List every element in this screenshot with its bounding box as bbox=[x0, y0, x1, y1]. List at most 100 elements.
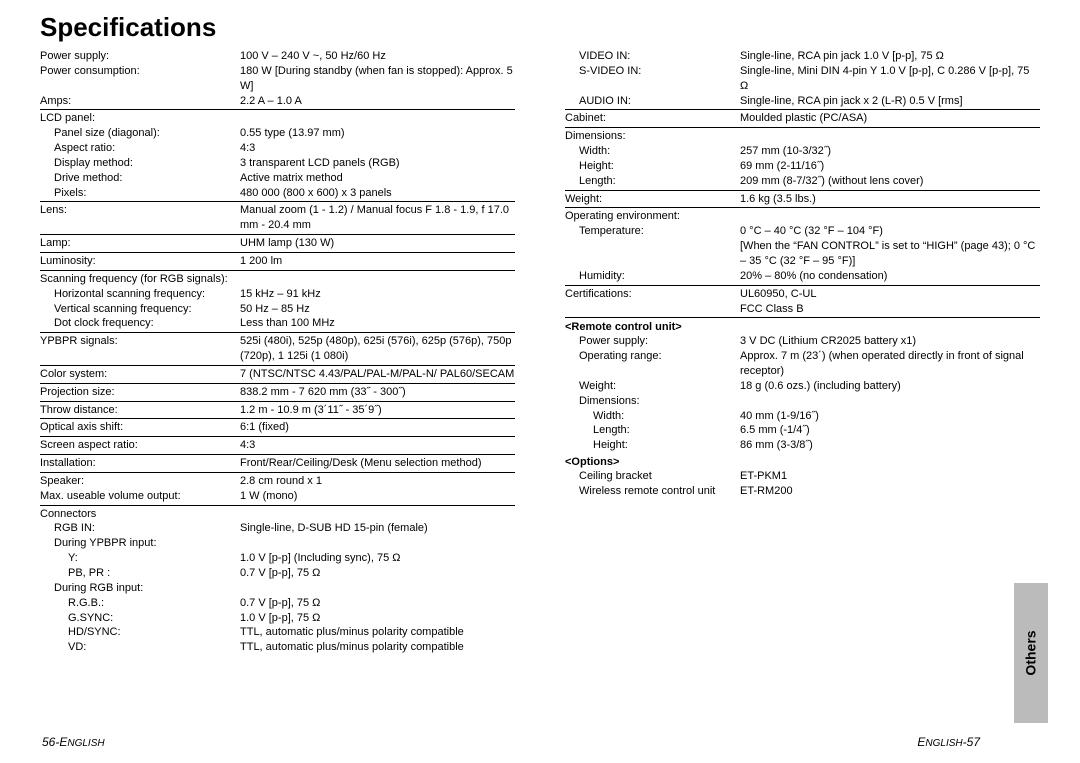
spec-value: 1.2 m - 10.9 m (3´11˝ - 35´9˝) bbox=[240, 403, 515, 418]
spec-value: 1.0 V [p-p], 75 Ω bbox=[240, 611, 515, 626]
spec-row: During YPBPR input: bbox=[40, 536, 515, 551]
spec-value: TTL, automatic plus/minus polarity compa… bbox=[240, 640, 515, 655]
spec-value: 40 mm (1-9/16˝) bbox=[740, 409, 1040, 424]
spec-row: Amps:2.2 A – 1.0 A bbox=[40, 94, 515, 109]
spec-label: PB, PR : bbox=[40, 566, 240, 581]
spec-row: Drive method:Active matrix method bbox=[40, 171, 515, 186]
spec-row: Cabinet:Moulded plastic (PC/ASA) bbox=[565, 111, 1040, 126]
spec-row: Optical axis shift:6:1 (fixed) bbox=[40, 420, 515, 435]
spec-label: Installation: bbox=[40, 456, 240, 471]
spec-row: LCD panel: bbox=[40, 111, 515, 126]
spec-label: Certifications: bbox=[565, 287, 740, 302]
spec-row: Speaker:2.8 cm round x 1 bbox=[40, 474, 515, 489]
spec-row: Power supply:3 V DC (Lithium CR2025 batt… bbox=[565, 334, 1040, 349]
spec-label: Length: bbox=[565, 174, 740, 189]
spec-row: Vertical scanning frequency:50 Hz – 85 H… bbox=[40, 302, 515, 317]
spec-label: Power supply: bbox=[40, 49, 240, 64]
divider bbox=[565, 317, 1040, 318]
spec-row: Wireless remote control unitET-RM200 bbox=[565, 484, 1040, 499]
spec-label: Speaker: bbox=[40, 474, 240, 489]
spec-row: Max. useable volume output:1 W (mono) bbox=[40, 489, 515, 504]
spec-row: R.G.B.:0.7 V [p-p], 75 Ω bbox=[40, 596, 515, 611]
options-header: <Options> bbox=[565, 456, 1040, 468]
spec-label: Max. useable volume output: bbox=[40, 489, 240, 504]
spec-row: Luminosity:1 200 lm bbox=[40, 254, 515, 269]
spec-label: Screen aspect ratio: bbox=[40, 438, 240, 453]
spec-value: 7 (NTSC/NTSC 4.43/PAL/PAL-M/PAL-N/ PAL60… bbox=[240, 367, 515, 382]
divider bbox=[40, 234, 515, 235]
spec-value: 0.55 type (13.97 mm) bbox=[240, 126, 515, 141]
spec-row: Length:6.5 mm (-1/4˝) bbox=[565, 423, 1040, 438]
divider bbox=[565, 109, 1040, 110]
spec-label: Color system: bbox=[40, 367, 240, 382]
spec-label: Lamp: bbox=[40, 236, 240, 251]
spec-value: 0 °C – 40 °C (32 °F – 104 °F) [When the … bbox=[740, 224, 1040, 269]
divider bbox=[565, 190, 1040, 191]
divider bbox=[40, 454, 515, 455]
spec-value: UL60950, C-UL FCC Class B bbox=[740, 287, 1040, 317]
side-tab-others: Others bbox=[1014, 583, 1048, 723]
spec-row: Throw distance:1.2 m - 10.9 m (3´11˝ - 3… bbox=[40, 403, 515, 418]
spec-label: Length: bbox=[565, 423, 740, 438]
spec-value: 209 mm (8-7/32˝) (without lens cover) bbox=[740, 174, 1040, 189]
page-footer-right: ENGLISH-57 bbox=[917, 735, 980, 749]
spec-value: ET-PKM1 bbox=[740, 469, 1040, 484]
spec-row: Operating range:Approx. 7 m (23´) (when … bbox=[565, 349, 1040, 379]
spec-row: Weight:18 g (0.6 ozs.) (including batter… bbox=[565, 379, 1040, 394]
divider bbox=[40, 365, 515, 366]
spec-label: AUDIO IN: bbox=[565, 94, 740, 109]
spec-label: Pixels: bbox=[40, 186, 240, 201]
spec-label: HD/SYNC: bbox=[40, 625, 240, 640]
spec-label: Humidity: bbox=[565, 269, 740, 284]
spec-row: Y:1.0 V [p-p] (Including sync), 75 Ω bbox=[40, 551, 515, 566]
spec-label: Optical axis shift: bbox=[40, 420, 240, 435]
spec-value: 1 200 lm bbox=[240, 254, 515, 269]
spec-label: Connectors bbox=[40, 507, 240, 522]
spec-label: Scanning frequency (for RGB signals): bbox=[40, 272, 240, 287]
spec-value: TTL, automatic plus/minus polarity compa… bbox=[240, 625, 515, 640]
spec-value: 480 000 (800 x 600) x 3 panels bbox=[240, 186, 515, 201]
spec-value: 4:3 bbox=[240, 141, 515, 156]
spec-row: VD:TTL, automatic plus/minus polarity co… bbox=[40, 640, 515, 655]
spec-value: 1.6 kg (3.5 lbs.) bbox=[740, 192, 1040, 207]
spec-label: Projection size: bbox=[40, 385, 240, 400]
spec-value: Single-line, D-SUB HD 15-pin (female) bbox=[240, 521, 515, 536]
spec-label: VIDEO IN: bbox=[565, 49, 740, 64]
spec-value: 69 mm (2-11/16˝) bbox=[740, 159, 1040, 174]
spec-value: 86 mm (3-3/8˝) bbox=[740, 438, 1040, 453]
divider bbox=[40, 401, 515, 402]
spec-label: Weight: bbox=[565, 379, 740, 394]
spec-label: Dot clock frequency: bbox=[40, 316, 240, 331]
spec-value: Approx. 7 m (23´) (when operated directl… bbox=[740, 349, 1040, 379]
divider bbox=[40, 383, 515, 384]
spec-row: Projection size:838.2 mm - 7 620 mm (33˝… bbox=[40, 385, 515, 400]
divider bbox=[565, 127, 1040, 128]
spec-value: Single-line, Mini DIN 4-pin Y 1.0 V [p-p… bbox=[740, 64, 1040, 94]
spec-label: Y: bbox=[40, 551, 240, 566]
spec-row: Certifications:UL60950, C-UL FCC Class B bbox=[565, 287, 1040, 317]
spec-label: Amps: bbox=[40, 94, 240, 109]
spec-label: Temperature: bbox=[565, 224, 740, 239]
spec-label: Height: bbox=[565, 438, 740, 453]
spec-row: Color system:7 (NTSC/NTSC 4.43/PAL/PAL-M… bbox=[40, 367, 515, 382]
spec-row: Temperature:0 °C – 40 °C (32 °F – 104 °F… bbox=[565, 224, 1040, 269]
spec-label: During YPBPR input: bbox=[40, 536, 240, 551]
spec-row: Dimensions: bbox=[565, 129, 1040, 144]
spec-row: AUDIO IN:Single-line, RCA pin jack x 2 (… bbox=[565, 94, 1040, 109]
spec-value: 6:1 (fixed) bbox=[240, 420, 515, 435]
spec-label: Power supply: bbox=[565, 334, 740, 349]
spec-value: ET-RM200 bbox=[740, 484, 1040, 499]
spec-label: Luminosity: bbox=[40, 254, 240, 269]
spec-label: Vertical scanning frequency: bbox=[40, 302, 240, 317]
spec-label: Width: bbox=[565, 144, 740, 159]
spec-label: G.SYNC: bbox=[40, 611, 240, 626]
spec-value: 1.0 V [p-p] (Including sync), 75 Ω bbox=[240, 551, 515, 566]
spec-columns: Power supply:100 V – 240 V ~, 50 Hz/60 H… bbox=[40, 49, 1040, 655]
spec-row: Weight:1.6 kg (3.5 lbs.) bbox=[565, 192, 1040, 207]
spec-value: 0.7 V [p-p], 75 Ω bbox=[240, 596, 515, 611]
spec-value: 180 W [During standby (when fan is stopp… bbox=[240, 64, 515, 94]
spec-label: Power consumption: bbox=[40, 64, 240, 79]
spec-label: Aspect ratio: bbox=[40, 141, 240, 156]
spec-label: Lens: bbox=[40, 203, 240, 218]
spec-row: Power supply:100 V – 240 V ~, 50 Hz/60 H… bbox=[40, 49, 515, 64]
